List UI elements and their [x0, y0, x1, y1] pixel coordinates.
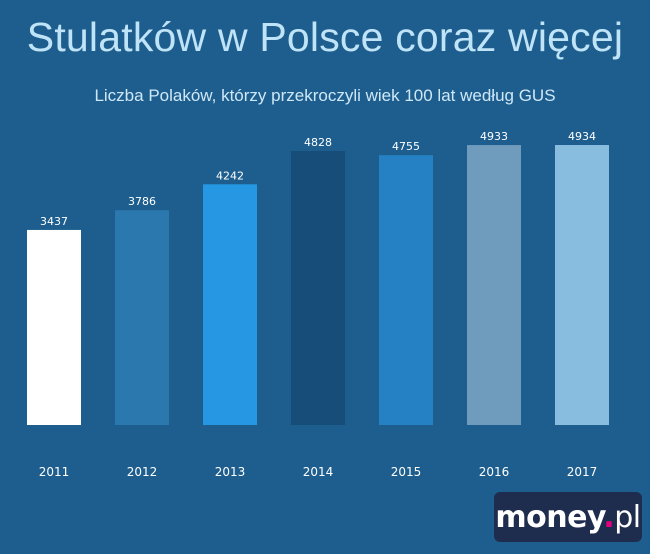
bar-2013 [203, 184, 257, 425]
value-label-2011: 3437 [40, 215, 68, 228]
x-tick-label-2013: 2013 [215, 465, 246, 479]
x-tick-label-2016: 2016 [479, 465, 510, 479]
logo-dot: . [603, 499, 615, 535]
logo-main: money [495, 499, 604, 535]
bar-2014 [291, 151, 345, 426]
logo-suffix: pl [614, 499, 641, 535]
bar-2016 [467, 145, 521, 425]
chart-title: Stulatków w Polsce coraz więcej [26, 14, 624, 60]
money-pl-logo: money.pl [494, 492, 642, 542]
x-tick-label-2014: 2014 [303, 465, 334, 479]
bar-2017 [555, 144, 609, 426]
value-label-2014: 4828 [304, 136, 332, 149]
value-label-2013: 4242 [216, 169, 244, 182]
value-label-2016: 4933 [480, 130, 508, 143]
value-label-2017: 4934 [568, 130, 596, 143]
bar-2011 [27, 229, 81, 425]
bar-2015 [379, 155, 433, 425]
value-label-2015: 4755 [392, 140, 420, 153]
chart-subtitle: Liczba Polaków, którzy przekroczyli wiek… [94, 86, 556, 105]
x-tick-label-2012: 2012 [127, 465, 158, 479]
x-tick-label-2011: 2011 [39, 465, 70, 479]
x-tick-label-2017: 2017 [567, 465, 598, 479]
x-tick-label-2015: 2015 [391, 465, 422, 479]
value-label-2012: 3786 [128, 195, 156, 208]
bar-2012 [115, 210, 169, 425]
